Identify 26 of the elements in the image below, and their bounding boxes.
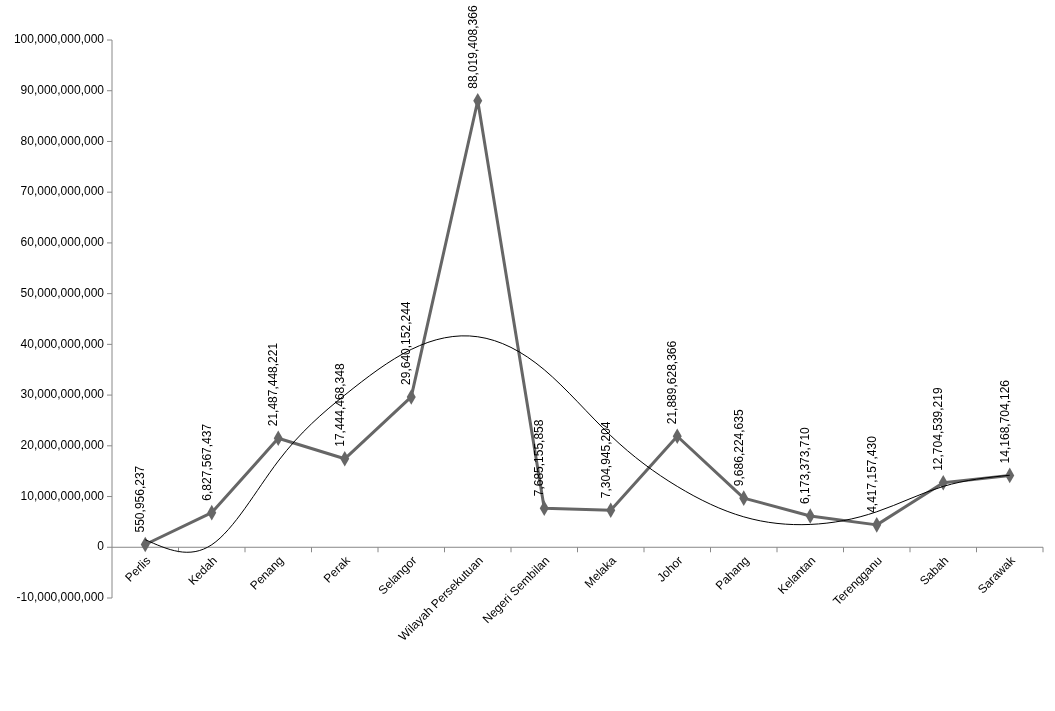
data-label: 6,827,567,437 (199, 423, 214, 501)
data-label: 7,685,155,858 (532, 419, 547, 497)
y-tick-label: 50,000,000,000 (20, 285, 105, 300)
data-label: 7,304,945,204 (598, 421, 613, 499)
data-label: 4,417,157,430 (864, 435, 879, 513)
data-label: 88,019,408,366 (465, 5, 480, 89)
data-label: 550,956,237 (133, 465, 148, 533)
data-label: 6,173,373,710 (798, 426, 813, 504)
data-label: 12,704,539,219 (931, 387, 946, 471)
y-tick-label: -10,000,000,000 (16, 590, 105, 605)
data-label: 9,686,224,635 (731, 409, 746, 487)
y-tick-label: 40,000,000,000 (20, 336, 105, 351)
y-tick-label: 100,000,000,000 (13, 32, 105, 47)
y-tick-label: 80,000,000,000 (20, 133, 105, 148)
y-tick-label: 0 (97, 539, 105, 554)
y-tick-label: 90,000,000,000 (20, 82, 105, 97)
data-label: 29,640,152,244 (399, 301, 414, 385)
data-label: 17,444,468,348 (332, 363, 347, 447)
data-label: 21,889,628,366 (665, 340, 680, 425)
y-tick-label: 10,000,000,000 (20, 488, 105, 503)
y-tick-label: 30,000,000,000 (20, 387, 105, 402)
data-label: 21,487,448,221 (266, 342, 281, 427)
y-tick-label: 70,000,000,000 (20, 184, 105, 199)
y-tick-label: 20,000,000,000 (20, 437, 105, 452)
data-label: 14,168,704,126 (997, 379, 1012, 464)
y-tick-label: 60,000,000,000 (20, 235, 105, 250)
